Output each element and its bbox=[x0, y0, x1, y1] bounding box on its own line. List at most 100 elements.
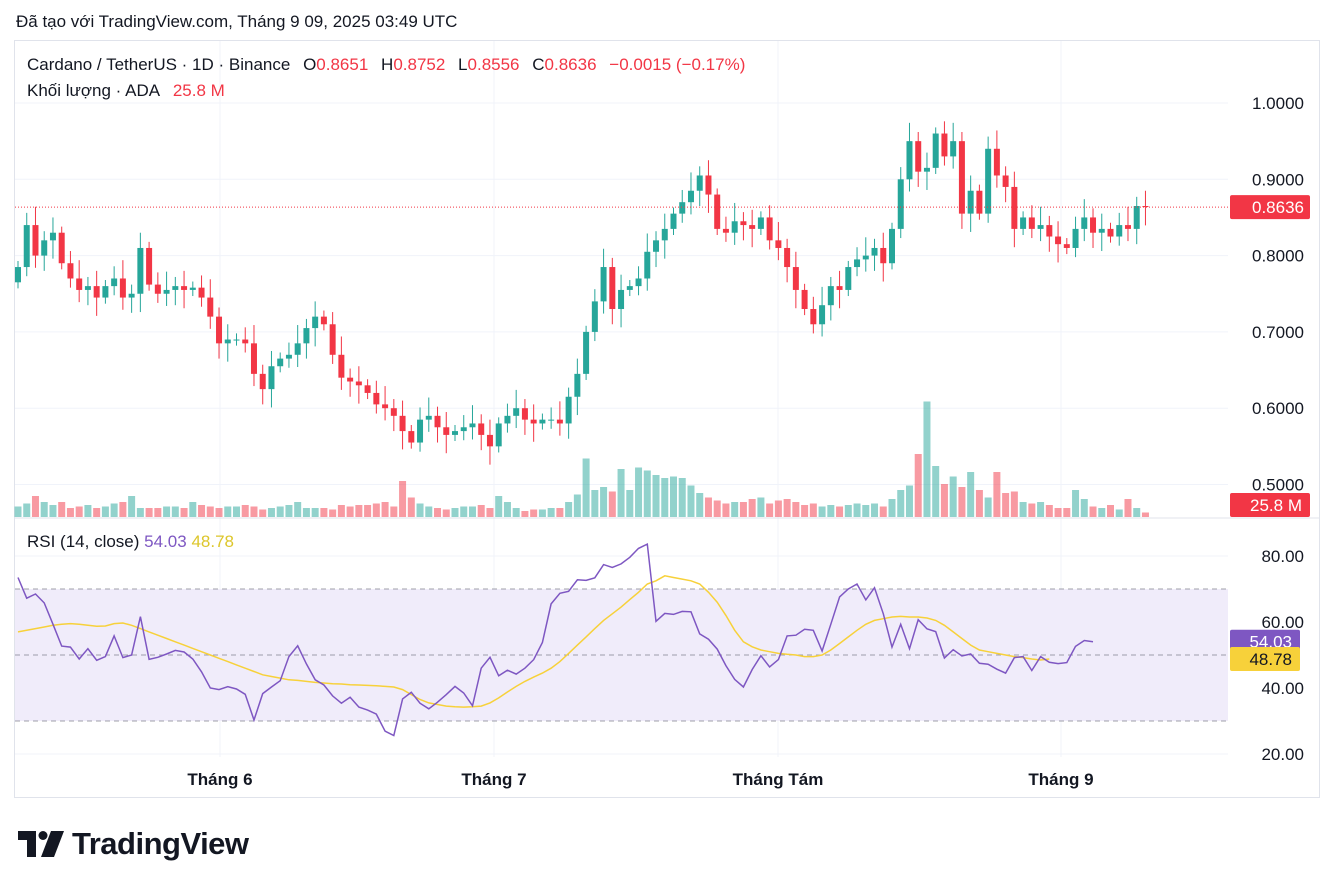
candle-body bbox=[958, 141, 965, 214]
volume-bar bbox=[119, 502, 127, 517]
candle-body bbox=[146, 247, 153, 285]
candle-body bbox=[827, 286, 834, 306]
volume-bar bbox=[128, 496, 136, 517]
volume-bar bbox=[1107, 505, 1114, 517]
tradingview-brand: TradingView bbox=[72, 826, 249, 861]
volume-bar bbox=[416, 503, 424, 517]
candle-body bbox=[766, 217, 773, 241]
volume-bar bbox=[661, 478, 669, 517]
candle-body bbox=[1142, 206, 1149, 208]
volume-bar bbox=[495, 496, 503, 517]
candle-body bbox=[687, 190, 694, 203]
volume-label[interactable]: Khối lượng · ADA bbox=[27, 81, 161, 100]
volume-bar bbox=[739, 502, 747, 517]
candle-body bbox=[775, 240, 782, 248]
volume-bar bbox=[538, 509, 546, 517]
volume-bar bbox=[346, 506, 354, 517]
candle-body bbox=[49, 232, 56, 241]
candle-body bbox=[976, 190, 983, 214]
candle-body bbox=[355, 381, 362, 386]
volume-bar bbox=[879, 506, 887, 517]
candle-body bbox=[294, 343, 301, 355]
candle-body bbox=[635, 278, 642, 287]
candle-body bbox=[163, 289, 170, 294]
candle-body bbox=[84, 286, 91, 290]
candle-body bbox=[705, 175, 712, 195]
candle-body bbox=[609, 267, 616, 310]
candle-body bbox=[32, 225, 39, 256]
candle-body bbox=[513, 408, 520, 416]
volume-bar bbox=[783, 499, 791, 517]
volume-bar bbox=[31, 496, 39, 517]
candle-body bbox=[1133, 206, 1140, 229]
candle-body bbox=[985, 148, 992, 214]
candle-body bbox=[128, 293, 135, 298]
volume-bar bbox=[512, 508, 520, 517]
candle-body bbox=[1107, 228, 1114, 237]
volume-bar bbox=[626, 490, 634, 517]
volume-bar bbox=[285, 505, 293, 517]
volume-bar bbox=[163, 506, 171, 517]
volume-bar bbox=[713, 500, 721, 517]
change-value: −0.0015 (−0.17%) bbox=[609, 55, 746, 74]
volume-bar bbox=[503, 502, 511, 517]
symbol-label[interactable]: Cardano / TetherUS · 1D · Binance bbox=[27, 55, 291, 74]
candle-body bbox=[198, 287, 205, 298]
volume-bar bbox=[1019, 502, 1027, 517]
candle-body bbox=[189, 287, 196, 290]
volume-bar bbox=[897, 490, 905, 517]
candle-body bbox=[740, 221, 747, 226]
price-axis-label: 0.6000 bbox=[1252, 399, 1304, 418]
candle-body bbox=[661, 228, 668, 241]
volume-bar bbox=[1124, 499, 1132, 517]
candle-body bbox=[941, 133, 948, 157]
volume-bar bbox=[198, 505, 206, 517]
candle-body bbox=[932, 133, 939, 168]
candle-body bbox=[1072, 228, 1079, 248]
volume-bar bbox=[145, 508, 153, 517]
candle-body bbox=[801, 289, 808, 310]
volume-bar bbox=[1080, 499, 1088, 517]
volume-bar bbox=[748, 499, 756, 517]
candle-body bbox=[434, 415, 441, 428]
volume-bar bbox=[792, 502, 800, 517]
chart-caption: Đã tạo với TradingView.com, Tháng 9 09, … bbox=[16, 12, 458, 31]
volume-bar bbox=[233, 506, 240, 517]
volume-bar bbox=[766, 503, 774, 517]
tradingview-logo[interactable]: TradingView bbox=[18, 826, 249, 862]
rsi-axis-label: 80.00 bbox=[1261, 547, 1304, 566]
volume-bar bbox=[975, 490, 983, 517]
candle-body bbox=[923, 167, 930, 172]
candle-body bbox=[224, 339, 231, 344]
rsi-ma-tag bbox=[1230, 647, 1300, 672]
candle-body bbox=[1063, 244, 1070, 248]
volume-bar bbox=[241, 505, 249, 517]
candle-body bbox=[565, 396, 572, 424]
volume-bar bbox=[381, 502, 389, 517]
volume-bar bbox=[40, 502, 48, 517]
volume-bar bbox=[372, 503, 380, 517]
volume-bar bbox=[844, 505, 852, 517]
volume-bar bbox=[617, 469, 625, 517]
candle-body bbox=[792, 267, 799, 290]
candle-body bbox=[486, 434, 493, 447]
close-value: 0.8636 bbox=[544, 55, 597, 74]
volume-bar bbox=[267, 508, 275, 517]
low-label: L bbox=[458, 55, 468, 74]
rsi-label[interactable]: RSI (14, close) bbox=[27, 532, 140, 551]
candle-body bbox=[749, 225, 756, 229]
volume-bar bbox=[442, 509, 450, 517]
volume-bar bbox=[425, 506, 433, 517]
volume-tag-label: 25.8 M bbox=[1250, 496, 1302, 515]
volume-bar bbox=[49, 505, 57, 517]
volume-bar bbox=[468, 506, 476, 517]
candle-body bbox=[583, 331, 590, 374]
candle-body bbox=[644, 251, 651, 279]
candle-body bbox=[15, 267, 21, 283]
candle-body bbox=[539, 419, 546, 424]
candle-body bbox=[731, 221, 738, 233]
volume-bar bbox=[355, 505, 363, 517]
candle-body bbox=[574, 373, 581, 397]
volume-bar bbox=[704, 497, 712, 517]
